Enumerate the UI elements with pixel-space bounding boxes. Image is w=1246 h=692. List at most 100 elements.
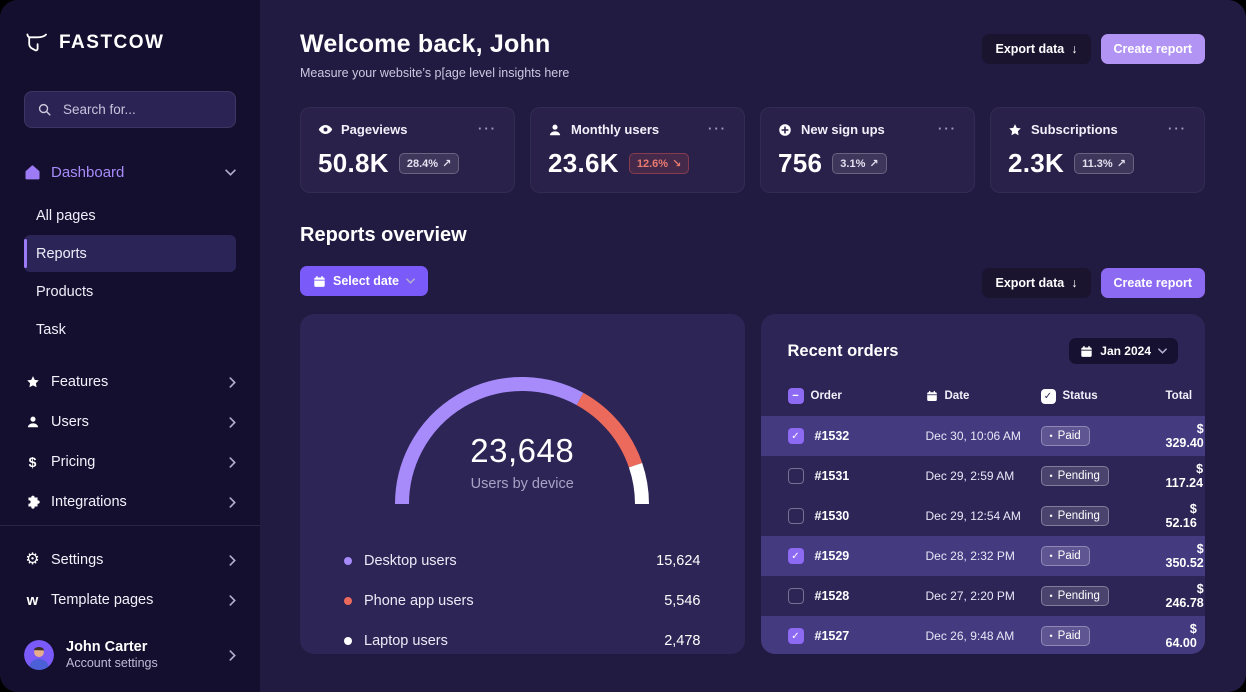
row-checkbox[interactable]: ✓ (787, 508, 804, 524)
chevron-right-icon (229, 496, 236, 508)
download-arrow-icon: ↓ (1071, 42, 1078, 56)
sidebar-subitem-all-pages[interactable]: All pages (36, 207, 96, 224)
status-dot: • (1049, 550, 1053, 561)
more-options-icon[interactable]: ··· (708, 121, 727, 137)
sidebar-subitem-products[interactable]: Products (36, 283, 94, 300)
account-caption: Account settings (66, 656, 158, 671)
column-date: Date (944, 390, 970, 402)
order-date: Dec 26, 9:48 AM (925, 629, 1015, 643)
chevron-right-icon (229, 595, 236, 606)
row-checkbox[interactable]: ✓ (787, 588, 804, 604)
table-row[interactable]: ✓ #1528 Dec 27, 2:20 PM • Pending $ 246.… (761, 576, 1206, 616)
sidebar-item-template-pages[interactable]: w Template pages (0, 580, 260, 620)
sidebar-subitem-reports[interactable]: Reports (24, 235, 236, 272)
users-by-device-panel: 23,648 Users by device Desktop users 15,… (300, 314, 745, 654)
trend-arrow-icon: ↗ (442, 158, 452, 170)
status-dot: • (1049, 630, 1053, 641)
gauge-chart (395, 377, 650, 505)
table-row[interactable]: ✓ #1529 Dec 28, 2:32 PM • Paid $ 350.52 (760, 536, 1205, 576)
sidebar-item-settings[interactable]: ⚙ Settings (0, 540, 260, 580)
order-total: $ 117.24 (1165, 462, 1204, 490)
chevron-down-icon (406, 278, 415, 284)
account-name: John Carter (66, 639, 148, 656)
status-dot: • (1049, 590, 1053, 601)
legend-dot (344, 597, 352, 605)
reports-controls: Select date Export data ↓ Create report (300, 264, 1205, 298)
order-id: #1528 (814, 589, 850, 603)
download-arrow-icon: ↓ (1071, 276, 1078, 290)
more-options-icon[interactable]: ··· (478, 121, 497, 137)
trend-arrow-icon: ↗ (869, 158, 879, 170)
more-options-icon[interactable]: ··· (938, 121, 957, 137)
stat-value: 756 (778, 148, 823, 178)
sidebar-item-features[interactable]: Features (0, 362, 260, 402)
page-header: Welcome back, John Measure your website’… (300, 30, 1205, 80)
select-all-checkbox[interactable]: − (787, 388, 804, 404)
search-icon (37, 102, 52, 117)
status-dot: • (1049, 470, 1053, 481)
gauge-legend: Desktop users 15,624 Phone app users 5,5… (344, 541, 701, 654)
column-status: Status (1062, 390, 1098, 402)
order-total: $ 64.00 (1165, 622, 1197, 650)
sidebar-item-users[interactable]: Users (0, 402, 260, 442)
status-dot: • (1049, 510, 1053, 521)
sidebar-item-pricing[interactable]: $ Pricing (0, 442, 260, 482)
order-date: Dec 29, 2:59 AM (925, 469, 1015, 483)
order-date: Dec 30, 10:06 AM (925, 429, 1021, 443)
export-data-button[interactable]: Export data ↓ (982, 268, 1091, 298)
chevron-right-icon (229, 456, 236, 468)
create-report-button[interactable]: Create report (1100, 268, 1205, 298)
select-date-button[interactable]: Select date (300, 266, 429, 296)
delta-badge: 28.4% ↗ (398, 153, 460, 174)
trend-arrow-icon: ↗ (1116, 158, 1126, 170)
sidebar-subitem-task[interactable]: Task (36, 321, 66, 338)
plus-circle-icon (778, 123, 793, 137)
search-input[interactable] (61, 101, 223, 118)
chevron-right-icon (229, 416, 236, 428)
row-checkbox[interactable]: ✓ (787, 428, 804, 444)
gauge-title: Users by device (470, 476, 574, 492)
status-badge: • Paid (1040, 426, 1090, 446)
page-title: Welcome back, John (300, 30, 551, 58)
table-row[interactable]: ✓ #1527 Dec 26, 9:48 AM • Paid $ 64.00 (760, 616, 1205, 654)
status-checkbox-icon: ✓ (1040, 388, 1056, 404)
sidebar-item-dashboard[interactable]: Dashboard (24, 164, 236, 181)
table-row[interactable]: ✓ #1531 Dec 29, 2:59 AM • Pending $ 117.… (761, 456, 1206, 496)
stat-card: Pageviews ··· 50.8K 28.4% ↗ (300, 107, 515, 193)
stat-card: New sign ups ··· 756 3.1% ↗ (760, 107, 975, 193)
chevron-right-icon (229, 555, 236, 566)
stat-card: Subscriptions ··· 2.3K 11.3% ↗ (990, 107, 1205, 193)
sidebar-item-integrations[interactable]: Integrations (0, 482, 260, 522)
home-icon (24, 164, 41, 181)
chevron-down-icon (1158, 348, 1167, 354)
star-icon (24, 375, 41, 389)
recent-orders-title: Recent orders (787, 341, 899, 360)
create-report-button[interactable]: Create report (1100, 34, 1205, 64)
export-data-button[interactable]: Export data ↓ (982, 34, 1091, 64)
order-id: #1527 (814, 629, 850, 643)
legend-row: Laptop users 2,478 (344, 621, 701, 654)
order-id: #1529 (814, 549, 850, 563)
order-total: $ 246.78 (1165, 582, 1204, 610)
row-checkbox[interactable]: ✓ (787, 628, 804, 644)
stat-label: Monthly users (571, 122, 660, 137)
star-icon (1008, 123, 1023, 137)
calendar-icon (313, 275, 326, 288)
logo: FASTCOW (24, 30, 236, 56)
period-dropdown[interactable]: Jan 2024 (1069, 338, 1178, 364)
status-dot: • (1049, 430, 1053, 441)
sidebar-divider (0, 525, 260, 527)
legend-dot (344, 557, 352, 565)
row-checkbox[interactable]: ✓ (787, 548, 804, 564)
account-settings[interactable]: John Carter Account settings (24, 638, 236, 672)
table-row[interactable]: ✓ #1532 Dec 30, 10:06 AM • Paid $ 329.40 (760, 416, 1205, 456)
row-checkbox[interactable]: ✓ (787, 468, 804, 484)
table-row[interactable]: ✓ #1530 Dec 29, 12:54 AM • Pending $ 52.… (761, 496, 1206, 536)
avatar (24, 640, 54, 671)
calendar-icon (1080, 345, 1093, 358)
search-box[interactable] (24, 91, 236, 128)
orders-table-body: ✓ #1532 Dec 30, 10:06 AM • Paid $ 329.40… (760, 416, 1206, 654)
more-options-icon[interactable]: ··· (1168, 121, 1187, 137)
user-icon (24, 415, 41, 429)
